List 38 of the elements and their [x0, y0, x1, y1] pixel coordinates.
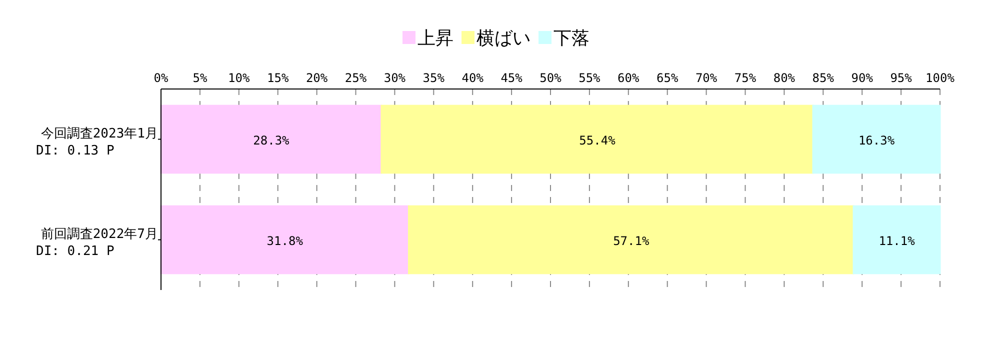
- x-tick-label: 55%: [578, 71, 602, 85]
- legend-label: 上昇: [418, 28, 454, 49]
- y-tick-label: 今回調査2023年1月 DI: 0.13 P: [36, 126, 158, 158]
- x-tick-label: 15%: [267, 71, 290, 85]
- bar: [812, 104, 941, 174]
- legend-label: 下落: [554, 28, 590, 49]
- data-label: 55.4%: [579, 133, 616, 148]
- x-tick-label: 30%: [384, 71, 406, 85]
- x-tick-label: 80%: [773, 71, 796, 85]
- x-tick-label: 65%: [656, 71, 679, 85]
- bar: [408, 205, 854, 274]
- bar: [160, 205, 410, 274]
- x-tick-label: 100%: [926, 71, 956, 85]
- x-tick-label: 45%: [500, 71, 524, 85]
- data-label: 11.1%: [878, 234, 916, 248]
- x-tick-label: 90%: [851, 71, 874, 85]
- bar: [380, 104, 814, 174]
- x-tick-label: 25%: [344, 71, 368, 85]
- data-label: 28.3%: [253, 133, 290, 148]
- x-tick-label: 10%: [228, 71, 251, 85]
- data-label: 31.8%: [266, 234, 304, 248]
- x-tick-label: 70%: [695, 71, 718, 85]
- x-tick-label: 50%: [540, 71, 562, 85]
- x-tick-label: 40%: [462, 71, 484, 85]
- legend-label: 横ばい: [476, 28, 530, 49]
- data-label: 57.1%: [613, 234, 650, 248]
- x-tick-label: 0%: [154, 71, 169, 85]
- x-tick-label: 75%: [734, 71, 757, 85]
- x-tick-label: 85%: [812, 71, 835, 85]
- bar: [160, 104, 382, 174]
- x-tick-label: 5%: [192, 71, 208, 85]
- x-tick-label: 20%: [306, 71, 328, 85]
- x-tick-label: 35%: [422, 71, 446, 85]
- y-tick-label: 前回調査2022年7月 DI: 0.21 P: [36, 226, 158, 259]
- bar: [852, 205, 941, 274]
- x-tick-label: 95%: [890, 71, 913, 85]
- data-label: 16.3%: [858, 133, 896, 148]
- x-tick-label: 60%: [618, 71, 640, 85]
